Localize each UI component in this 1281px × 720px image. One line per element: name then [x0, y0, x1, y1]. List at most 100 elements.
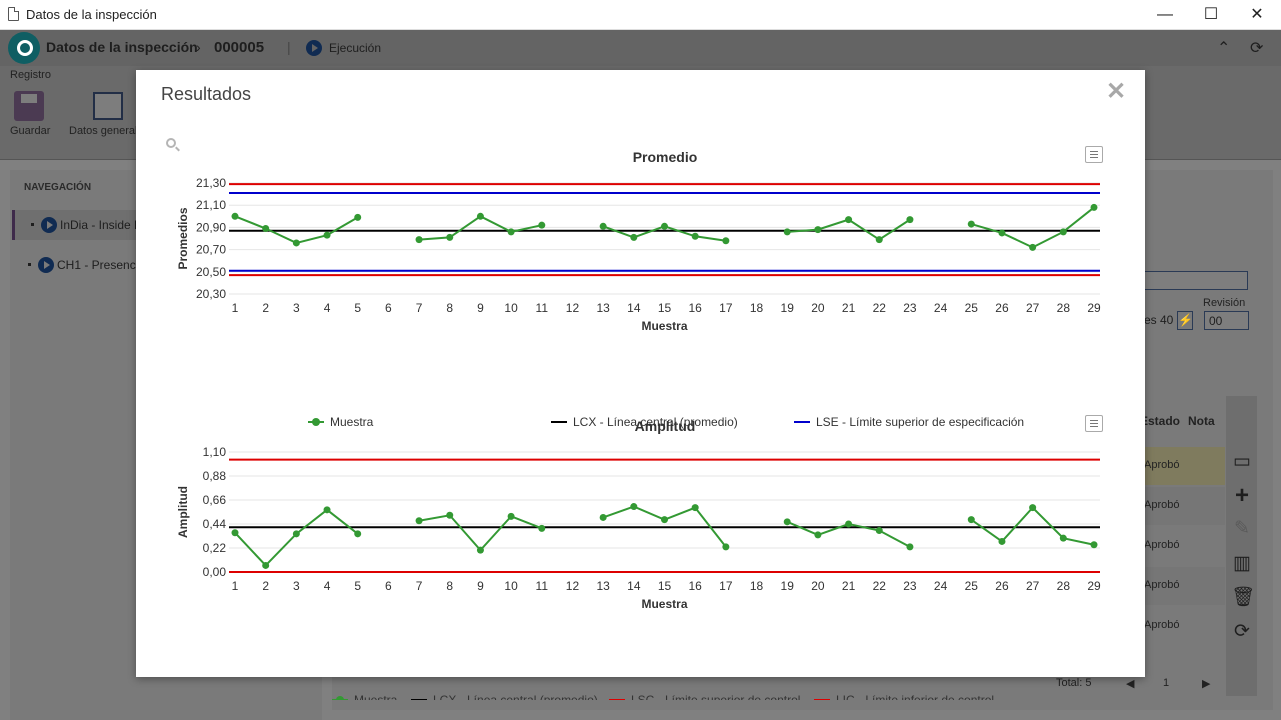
y-tick-label: 0,00 — [203, 565, 227, 579]
row-status: Aprobó — [1144, 539, 1180, 551]
data-point — [292, 530, 300, 538]
delete-icon[interactable]: 🗑 — [1231, 587, 1256, 608]
save-button[interactable]: Guardar — [10, 125, 51, 137]
reload-icon[interactable]: ⟳ — [1234, 621, 1250, 642]
x-tick-label: 24 — [934, 301, 948, 315]
y-tick-label: 0,66 — [203, 493, 227, 507]
x-tick-label: 14 — [627, 301, 641, 315]
view-icon[interactable]: ▭ — [1233, 451, 1251, 472]
x-tick-label: 13 — [596, 301, 610, 315]
chart-menu-icon[interactable] — [1085, 146, 1103, 163]
y-tick-label: 21,30 — [196, 176, 226, 190]
chart-title: Amplitud — [635, 418, 696, 434]
table-row[interactable]: Aprobó — [1140, 487, 1225, 525]
x-tick-label: 25 — [965, 579, 979, 593]
x-tick-label: 22 — [873, 301, 887, 315]
pager-prev-button[interactable]: ◀ — [1126, 678, 1135, 690]
data-point — [507, 228, 515, 236]
side-action-bar — [1226, 396, 1257, 696]
data-point — [967, 220, 975, 228]
table-row[interactable]: Aprobó — [1140, 447, 1225, 485]
y-tick-label: 20,90 — [196, 220, 226, 234]
row-status: Aprobó — [1144, 619, 1180, 631]
x-tick-label: 3 — [293, 301, 300, 315]
series-line — [970, 506, 1095, 546]
data-point — [446, 511, 454, 519]
zoom-icon[interactable] — [166, 138, 176, 148]
x-tick-label: 24 — [934, 579, 948, 593]
legend-label: LCX - Línea central (promedio) — [573, 415, 738, 429]
table-row[interactable]: Aprobó — [1140, 567, 1225, 605]
revision-label: Revisión — [1203, 297, 1246, 309]
x-tick-label: 26 — [995, 301, 1009, 315]
x-tick-label: 23 — [903, 301, 917, 315]
x-tick-label: 21 — [842, 301, 856, 315]
data-point — [292, 239, 300, 247]
x-tick-label: 9 — [477, 301, 484, 315]
y-tick-label: 20,70 — [196, 243, 226, 257]
legend-marker — [336, 696, 344, 700]
column-header-status[interactable]: Estado — [1140, 414, 1181, 428]
x-tick-label: 8 — [446, 579, 453, 593]
status-badge: Ejecución — [329, 41, 382, 55]
table-row[interactable]: Aprobó — [1140, 607, 1225, 645]
data-point — [1029, 504, 1037, 512]
x-tick-label: 22 — [873, 579, 887, 593]
general-data-icon[interactable] — [93, 92, 123, 120]
text-field[interactable] — [1140, 271, 1248, 290]
data-point — [262, 561, 270, 569]
pager-next-button[interactable]: ▶ — [1202, 678, 1211, 690]
column-header-note[interactable]: Nota — [1188, 414, 1215, 428]
add-icon[interactable]: + — [1234, 482, 1249, 509]
collapse-icon[interactable]: ⌃ — [1217, 40, 1231, 57]
app-header: Datos de la inspección › 000005 | Ejecuc… — [0, 30, 1281, 66]
data-point — [599, 222, 607, 230]
x-tick-label: 1 — [232, 301, 239, 315]
data-point — [998, 229, 1006, 237]
y-tick-label: 0,88 — [203, 469, 227, 483]
x-tick-label: 12 — [566, 301, 580, 315]
bar-chart-icon[interactable]: ▥ — [1233, 553, 1251, 574]
refresh-icon[interactable]: ⟳ — [1250, 40, 1264, 57]
close-window-button[interactable]: ✕ — [1250, 6, 1264, 23]
legend-marker — [312, 418, 320, 426]
x-tick-label: 12 — [566, 579, 580, 593]
x-tick-label: 18 — [750, 579, 764, 593]
series-line — [234, 215, 359, 244]
x-tick-label: 5 — [354, 301, 361, 315]
data-point — [538, 221, 546, 229]
edit-icon[interactable]: ✎ — [1234, 518, 1250, 539]
data-point — [814, 531, 822, 539]
toolbar-section-label: Registro — [10, 69, 51, 81]
y-axis-label: Promedios — [176, 207, 190, 269]
data-point — [906, 216, 914, 224]
data-point — [1059, 228, 1067, 236]
close-modal-button[interactable]: ✕ — [1105, 78, 1127, 105]
x-tick-label: 17 — [719, 301, 733, 315]
table-row[interactable]: Aprobó — [1140, 527, 1225, 565]
chart-menu-icon[interactable] — [1085, 415, 1103, 432]
x-tick-label: 18 — [750, 301, 764, 315]
x-tick-label: 11 — [536, 301, 549, 315]
lightning-icon[interactable]: ⚡ — [1177, 311, 1193, 330]
general-data-button[interactable]: Datos generales — [69, 125, 150, 137]
x-tick-label: 5 — [354, 579, 361, 593]
data-point — [722, 237, 730, 245]
series-line — [418, 514, 543, 552]
nav-item-ch1[interactable]: CH1 - Presence — [12, 250, 322, 280]
window-titlebar: Datos de la inspección — ☐ ✕ — [0, 0, 1281, 30]
data-point — [262, 225, 270, 233]
x-tick-label: 25 — [965, 301, 979, 315]
minimize-button[interactable]: — — [1157, 6, 1173, 23]
model-field[interactable]: es 40 — [1144, 313, 1174, 327]
y-tick-label: 20,50 — [196, 265, 226, 279]
save-icon[interactable] — [14, 91, 44, 121]
window-title: Datos de la inspección — [26, 7, 157, 22]
data-point — [906, 543, 914, 551]
nav-item-label: CH1 - Presence — [57, 258, 143, 272]
modal-title: Resultados — [161, 84, 252, 104]
revision-field[interactable]: 00 — [1204, 311, 1249, 330]
maximize-button[interactable]: ☐ — [1203, 6, 1219, 23]
data-point — [967, 516, 975, 524]
